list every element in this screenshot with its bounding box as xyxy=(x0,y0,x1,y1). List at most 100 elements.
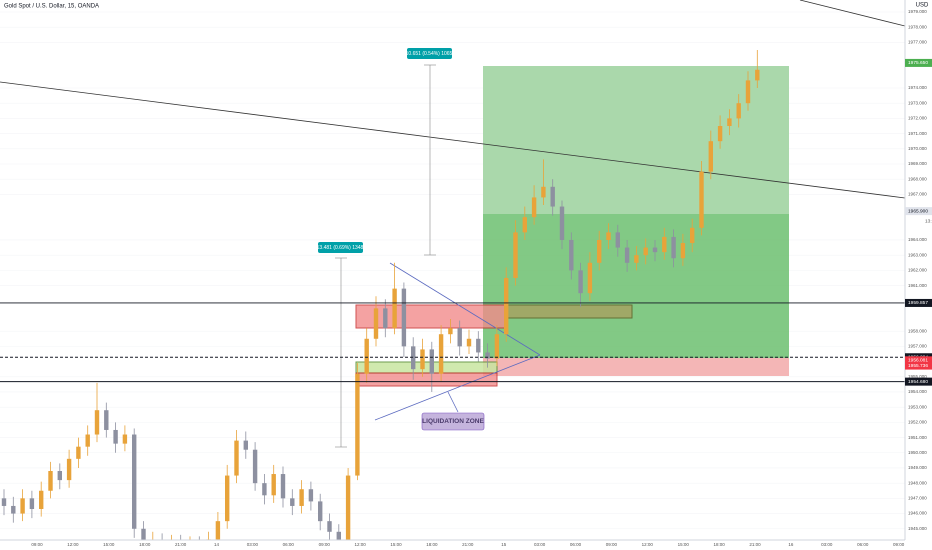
y-tick-label: 1958.000 xyxy=(908,328,927,333)
x-tick-label: 09:00 xyxy=(31,542,43,547)
stop-zone xyxy=(483,358,789,376)
y-tick-label: 1950.000 xyxy=(908,450,927,455)
x-tick-label: 21:00 xyxy=(749,542,761,547)
candle-body xyxy=(327,521,332,532)
candle-body xyxy=(652,247,658,253)
price-label-bg xyxy=(905,361,932,370)
supply-zone xyxy=(355,304,506,329)
x-tick-label: 21:00 xyxy=(175,542,187,547)
y-tick-label: 1973.000 xyxy=(908,100,927,105)
candle-body xyxy=(262,483,267,496)
y-tick-label: 1945.000 xyxy=(908,526,927,531)
candle-body xyxy=(680,243,686,259)
candle-body xyxy=(383,308,388,329)
y-tick-label: 1969.000 xyxy=(908,161,927,166)
y-tick-label: 1955.000 xyxy=(908,374,927,379)
candle-body xyxy=(494,334,500,359)
candle-body xyxy=(132,434,137,529)
candle-body xyxy=(57,470,62,481)
candle-body xyxy=(634,255,639,263)
candle-body xyxy=(606,232,611,240)
candle-body xyxy=(280,474,286,499)
candle-body xyxy=(225,475,230,522)
candle-body xyxy=(308,489,314,502)
candle-body xyxy=(318,501,323,522)
price-label: 1955.736 xyxy=(908,363,928,369)
price-label-bg xyxy=(905,356,932,365)
candle-body xyxy=(717,125,723,142)
candle-body xyxy=(392,288,397,329)
candle-body xyxy=(420,349,425,370)
y-tick-label: 1948.000 xyxy=(908,480,927,485)
candle-body xyxy=(141,528,146,540)
measure-label: 10.651 (0.54%) 1065 xyxy=(406,51,453,57)
candle-body xyxy=(345,475,351,540)
price-label: 1956.081 xyxy=(908,358,928,364)
candle-body xyxy=(39,490,44,509)
x-tick-label: 03:00 xyxy=(534,542,546,547)
x-tick-label: 12:00 xyxy=(354,542,366,547)
candle-body xyxy=(169,542,173,547)
price-label: 1954.680 xyxy=(908,379,928,385)
measure-badge xyxy=(407,48,452,59)
candle-body xyxy=(243,440,248,450)
candle-body xyxy=(522,217,527,233)
candle-body xyxy=(151,541,155,544)
candle-body xyxy=(113,429,118,444)
candle-body xyxy=(20,498,25,514)
candle-body xyxy=(643,247,648,256)
x-tick-label: 03:00 xyxy=(247,542,259,547)
candle-body xyxy=(160,541,164,547)
candle-body xyxy=(569,239,574,271)
candle-body xyxy=(448,328,453,335)
x-tick-label: 09:00 xyxy=(893,542,905,547)
candle-body xyxy=(411,346,416,370)
candle-body xyxy=(188,544,192,550)
y-tick-label: 1970.000 xyxy=(908,146,927,151)
candle-body xyxy=(234,440,239,476)
y-tick-label: 1946.000 xyxy=(908,511,927,516)
candle-body xyxy=(122,434,128,444)
y-tick-label: 1968.000 xyxy=(908,176,927,181)
y-tick-label: 1957.000 xyxy=(908,344,927,349)
candle-body xyxy=(550,186,555,207)
y-tick-label: 1947.000 xyxy=(908,496,927,501)
price-label: 1975.650 xyxy=(908,60,928,66)
y-tick-label: 1962.000 xyxy=(908,268,927,273)
candle-body xyxy=(624,247,630,263)
candle-body xyxy=(690,227,695,244)
candle-body xyxy=(708,141,713,172)
candle-body xyxy=(401,288,407,347)
price-label: 1965.900 xyxy=(908,208,928,214)
x-tick-label: 16 xyxy=(788,542,794,547)
x-tick-label: 09:00 xyxy=(606,542,618,547)
measure-badge xyxy=(318,242,363,253)
candle-body xyxy=(373,308,379,339)
price-label-bg xyxy=(905,298,932,307)
trend-line xyxy=(0,81,905,199)
profit-zone xyxy=(483,214,789,358)
trend-line xyxy=(799,0,905,27)
x-tick-label: 03:00 xyxy=(821,542,833,547)
candle-body xyxy=(252,449,258,484)
demand-zone xyxy=(355,361,498,374)
x-tick-label: 06:00 xyxy=(283,542,295,547)
x-tick-label: 15 xyxy=(501,542,507,547)
x-tick-label: 21:00 xyxy=(462,542,474,547)
x-tick-label: 15:00 xyxy=(390,542,402,547)
x-tick-label: 12:00 xyxy=(642,542,654,547)
candle-body xyxy=(531,197,537,218)
levels xyxy=(0,302,905,383)
candle-body xyxy=(94,410,100,435)
x-tick-label: 06:00 xyxy=(857,542,869,547)
candle-body xyxy=(457,328,462,347)
candle-body xyxy=(699,171,704,228)
y-tick-label: 1951.000 xyxy=(908,435,927,440)
candle-body xyxy=(513,232,518,278)
y-tick-label: 1971.000 xyxy=(908,131,927,136)
measure-label: 13.481 (0.69%) 1348 xyxy=(317,245,364,251)
candle-body xyxy=(85,434,90,447)
candle-body xyxy=(355,373,360,476)
candle-body xyxy=(215,521,221,540)
